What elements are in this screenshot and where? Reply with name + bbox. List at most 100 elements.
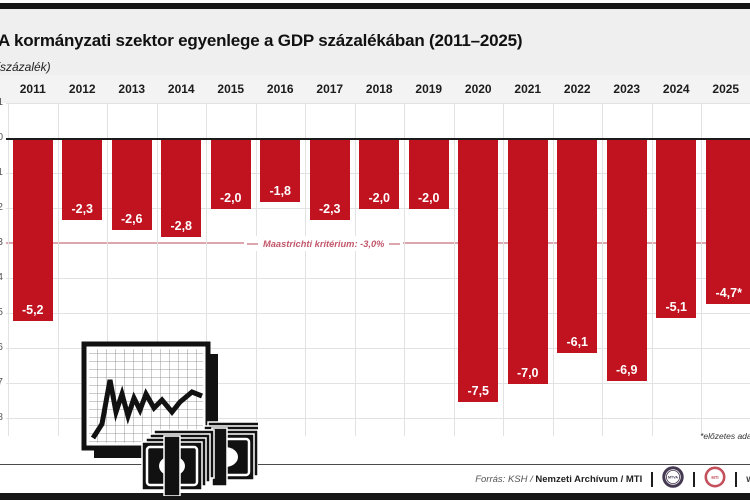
reference-dash-right [389,242,401,245]
bar-value-label: -6,1 [566,334,589,349]
banknote-bundle-front [141,429,215,497]
year-label-2018: 2018 [365,82,393,96]
source-archive: Nemzeti Archívum [535,473,618,485]
bar-value-label: -2,8 [170,219,193,233]
v-gridline [552,103,554,436]
bar-value-label: -2,0 [368,191,391,205]
year-label-2019: 2019 [415,82,443,96]
top-margin [0,0,750,3]
footer-divider-line [0,464,750,465]
svg-text:MTI: MTI [712,474,719,479]
chart-subtitle: (százalék) [0,60,51,74]
zero-axis-line [6,138,750,140]
bar-value-label: -7,5 [467,383,490,398]
y-axis-tick: -3 [0,237,3,248]
year-label-2014: 2014 [167,82,195,96]
plot-area: Maastrichti kritérium: -3,0% 1 0 -1 -2 -3 -4 -… [0,97,750,436]
bar-2021: -7,0 [507,139,548,384]
bar-2012: -2,3 [62,139,103,220]
bar-2011: -5,2 [12,139,53,321]
bar-2024: -5,1 [656,139,697,318]
v-gridline [255,103,257,436]
bar-2019: -2,0 [408,139,449,209]
bar-2025: -4,7* [705,139,750,304]
y-axis-tick: 1 [0,97,3,108]
source-mti: MTI [625,473,643,485]
v-gridline [602,103,603,436]
footer-separator [693,471,696,487]
footer-separator [735,471,738,487]
preliminary-data-footnote: *előzetes adat [700,431,750,441]
bar-2014: -2,8 [161,139,202,237]
footer-separator [651,471,654,487]
source-credit: Forrás: KSH / Nemzeti Archívum / MTI [475,474,642,485]
year-label-2021: 2021 [514,82,542,96]
bar-value-label: -2,6 [120,212,143,226]
v-gridline [503,103,504,436]
v-gridline [453,103,455,436]
source-prefix: Forrás: KSH / [475,473,533,485]
top-border-line [0,3,750,9]
money-chart-graphic [81,341,267,497]
bar-value-label: -7,0 [516,366,539,380]
bar-2022: -6,1 [557,139,598,353]
bar-2015: -2,0 [210,139,251,209]
bar-2020: -7,5 [458,139,499,402]
year-label-2016: 2016 [266,82,294,96]
mti-logo: MTI [704,466,726,493]
year-label-2025: 2025 [712,82,740,96]
h-gridline [6,103,750,104]
svg-text:MTVA: MTVA [668,475,678,479]
y-axis-tick: -5 [0,307,3,318]
year-label-2022: 2022 [563,82,591,96]
money-chart-illustration [80,338,267,501]
h-gridline [6,313,750,314]
v-gridline [305,103,306,436]
bar-2018: -2,0 [359,139,400,209]
year-label-2023: 2023 [613,82,641,96]
v-gridline [354,103,356,436]
bar-value-label: -6,9 [615,362,638,377]
year-label-2015: 2015 [217,82,245,96]
x-axis-year-band: 2011 2012 2013 2014 2015 2016 2017 2018 2019 2020… [0,75,750,103]
y-axis-tick: -1 [0,167,3,178]
maastricht-reference-label: Maastrichti kritérium: -3,0% [244,236,404,251]
chart-header: A kormányzati szektor egyenlege a GDP sz… [0,9,750,75]
y-axis-tick: -7 [0,377,3,388]
v-gridline [206,103,207,436]
bar-value-label: -5,2 [21,303,44,317]
bar-value-label: -2,3 [71,201,94,216]
mtva-logo: MTVA [662,465,684,493]
bar-value-label: -2,0 [417,191,440,205]
bar-2013: -2,6 [111,139,152,230]
y-axis-tick: 0 [0,132,3,143]
v-gridline [8,103,9,436]
v-gridline [57,103,59,436]
source-separator: / [620,473,624,485]
reference-label-text: Maastrichti kritérium: -3,0% [263,238,385,249]
url-fragment: w [746,474,750,485]
h-gridline [6,278,750,279]
bottom-border-bar [0,493,750,500]
bar-value-label: -5,1 [665,299,688,314]
footer-bar: Forrás: KSH / Nemzeti Archívum / MTI MTV… [0,465,750,493]
y-axis-tick: -8 [0,412,3,423]
bar-value-label: -1,8 [269,184,292,198]
chart-title: A kormányzati szektor egyenlege a GDP sz… [0,31,523,50]
v-gridline [107,103,108,436]
year-label-2012: 2012 [68,82,96,96]
v-gridline [701,103,702,436]
bar-value-label: -2,3 [318,201,341,216]
bar-value-label: -4,7* [715,285,742,300]
y-axis-tick: -6 [0,342,3,353]
v-gridline [404,103,405,436]
reference-dash-left [247,242,258,245]
year-label-2020: 2020 [464,82,492,96]
y-axis-tick: -2 [0,202,3,213]
bar-2016: -1,8 [260,139,301,202]
bar-2017: -2,3 [309,139,350,220]
v-gridline [156,103,158,436]
h-gridline [6,383,750,384]
v-gridline [651,103,653,436]
y-axis-tick: -4 [0,272,3,283]
